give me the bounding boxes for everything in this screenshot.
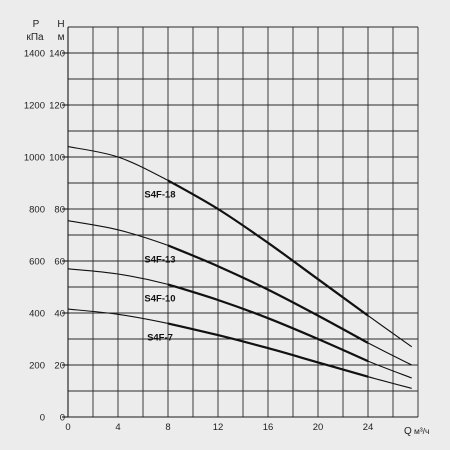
pressure-tick-label: 1000 [24,153,45,164]
x-tick-label: 20 [313,422,324,433]
x-tick-label: 24 [363,422,374,433]
head-tick-label: 120 [49,101,65,112]
pressure-tick-label: 600 [29,257,45,268]
pressure-tick-label: 0 [40,413,45,424]
head-tick-label: 40 [54,309,65,320]
series-curve [67,268,412,379]
axes [62,27,418,418]
curves [67,146,413,389]
series-label: S4F-10 [144,293,175,304]
h-axis-unit: м [58,32,65,43]
grid [67,26,419,417]
pressure-tick-label: 400 [29,309,45,320]
series-curve-operating-range [167,179,369,317]
series-curve-operating-range [167,244,369,344]
series-label: S4F-7 [147,332,173,343]
series-label: S4F-13 [144,254,175,265]
series-curve [67,146,413,348]
pressure-tick-label: 1200 [24,101,45,112]
head-tick-label: 100 [49,153,65,164]
pressure-tick-label: 200 [29,361,45,372]
head-tick-label: 20 [54,361,65,372]
series-curve [67,220,412,366]
series-curve [67,308,412,389]
pressure-tick-label: 1400 [24,49,45,60]
labels: P кПа H м Q м³/ч 0 4 8 12 16 20 24002020040400… [24,19,430,437]
series-curve-operating-range [167,283,369,363]
p-axis-letter: P [33,19,40,30]
series-curve-operating-range [167,322,369,378]
x-tick-label: 8 [165,422,170,433]
head-tick-label: 140 [49,49,65,60]
x-tick-label: 12 [213,422,224,433]
q-axis-letter: Q [404,426,412,437]
p-axis-unit: кПа [26,32,44,43]
q-axis-unit: м³/ч [414,426,429,436]
head-tick-label: 80 [54,205,65,216]
series-label: S4F-18 [144,189,175,200]
x-tick-label: 4 [115,422,120,433]
head-tick-label: 0 [60,413,65,424]
h-axis-letter: H [57,19,64,30]
head-tick-label: 60 [54,257,65,268]
pressure-tick-label: 800 [29,205,45,216]
x-tick-label: 16 [263,422,274,433]
x-tick-label: 0 [65,422,70,433]
